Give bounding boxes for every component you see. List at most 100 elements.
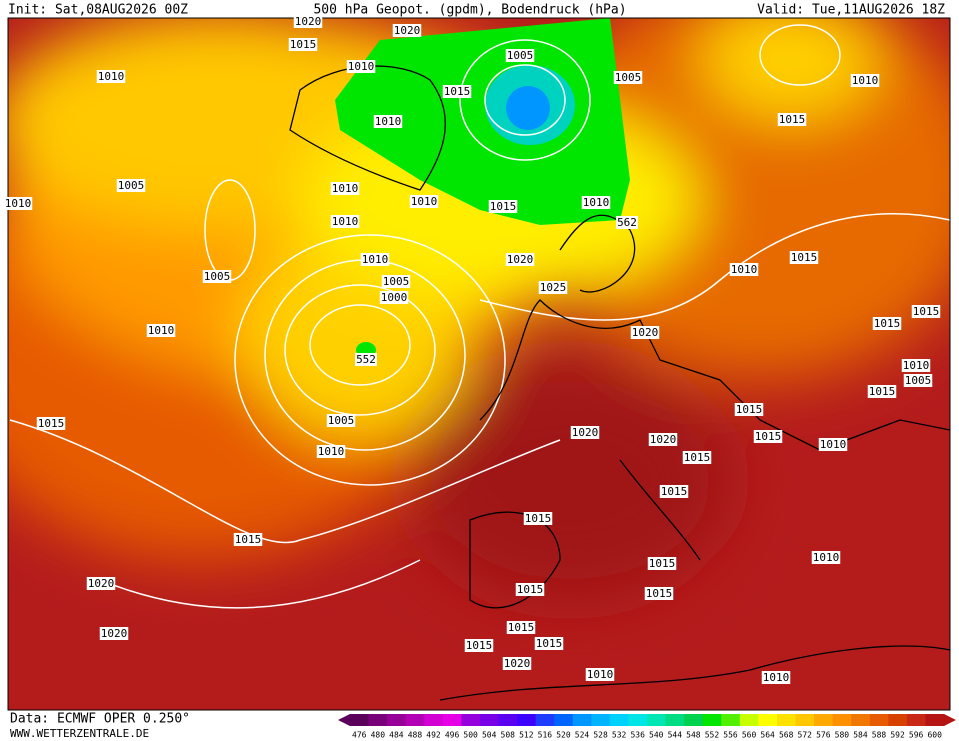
label-box	[811, 551, 841, 564]
colorbar-label: 600	[927, 731, 942, 740]
label-box	[818, 438, 848, 451]
label-box	[911, 305, 941, 318]
label-box	[330, 215, 360, 228]
label-box	[682, 451, 712, 464]
isobar-label: 1020	[650, 433, 677, 446]
label-box	[659, 485, 689, 498]
label-box	[86, 577, 116, 590]
isobar-label: 1010	[5, 197, 32, 210]
isobar-label: 1015	[525, 512, 552, 525]
colorbar-arrow-right	[944, 714, 956, 726]
isobar-label: 1015	[869, 385, 896, 398]
label-box	[538, 281, 568, 294]
isobar-label: 1015	[490, 200, 517, 213]
colorbar-label: 532	[612, 731, 627, 740]
isobar-label: 1005	[507, 49, 534, 62]
isobar-label: 1010	[820, 438, 847, 451]
colorbar-label: 500	[463, 731, 478, 740]
isobar-label: 1005	[204, 270, 231, 283]
isobar-label: 1020	[504, 657, 531, 670]
map-frame	[7, 17, 951, 711]
label-box	[505, 253, 535, 266]
label-box	[570, 426, 600, 439]
colorbar-label: 584	[853, 731, 868, 740]
label-box	[99, 627, 129, 640]
isobar-label: 1020	[295, 15, 322, 28]
colorbar-swatch	[498, 714, 518, 726]
isobar-label: 1010	[362, 253, 389, 266]
colorbar-swatch	[479, 714, 499, 726]
colorbar-label: 540	[649, 731, 664, 740]
isobar-labels: 1020 1020 1015 1010 1005 1005 1010 1010 1015 1010…	[3, 15, 941, 684]
isobar-label: 1015	[508, 621, 535, 634]
isobar-label: 1015	[536, 637, 563, 650]
label-box	[850, 74, 880, 87]
data-source: Data: ECMWF OPER 0.250°	[10, 712, 190, 727]
colorbar-swatch	[832, 714, 852, 726]
colorbar-swatch	[368, 714, 388, 726]
label-box	[534, 637, 564, 650]
isobar-label: 1010	[332, 215, 359, 228]
colorbar-swatch	[591, 714, 611, 726]
colorbar-swatch	[442, 714, 462, 726]
colorbar-swatch	[795, 714, 815, 726]
label-box	[116, 179, 146, 192]
colorbar-swatch	[776, 714, 796, 726]
label-box	[379, 291, 409, 304]
label-box	[616, 216, 638, 229]
colorbar-label: 544	[668, 731, 683, 740]
isobar-label: 1015	[466, 639, 493, 652]
isobar-label: 1010	[583, 196, 610, 209]
label-box	[729, 263, 759, 276]
label-box	[644, 587, 674, 600]
site: WWW.WETTERZENTRALE.DE	[10, 727, 149, 740]
colorbar-label: 588	[872, 731, 887, 740]
label-box	[381, 275, 411, 288]
colorbar-label: 576	[816, 731, 831, 740]
label-box	[506, 621, 536, 634]
isobar-label: 1015	[755, 430, 782, 443]
isobar-label: 1015	[779, 113, 806, 126]
isobar-label: 1015	[661, 485, 688, 498]
label-box	[613, 71, 643, 84]
isobar-label: 1015	[444, 85, 471, 98]
label-box	[442, 85, 472, 98]
isobar-label: 1020	[101, 627, 128, 640]
isobar-label: 1010	[731, 263, 758, 276]
label-box	[3, 197, 33, 210]
label-box	[202, 270, 232, 283]
label-box	[409, 195, 439, 208]
colorbar-label: 484	[389, 731, 404, 740]
label-box	[777, 113, 807, 126]
colorbar-swatch	[628, 714, 648, 726]
isobar-label: 1010	[587, 668, 614, 681]
colorbar-swatch	[387, 714, 407, 726]
label-box	[648, 433, 678, 446]
colorbar-label: 596	[909, 731, 924, 740]
colorbar-swatch	[405, 714, 425, 726]
isobar-label: 1010	[852, 74, 879, 87]
colorbar-label: 592	[890, 731, 905, 740]
label-box	[392, 24, 422, 37]
isobar-label: 1010	[148, 324, 175, 337]
label-box	[647, 557, 677, 570]
label-box	[630, 326, 660, 339]
isobar-label: 1015	[736, 403, 763, 416]
label-box	[36, 417, 66, 430]
colorbar-swatch	[869, 714, 889, 726]
colorbar-label: 556	[723, 731, 738, 740]
colorbar-swatch	[535, 714, 555, 726]
isobar-label: 1015	[38, 417, 65, 430]
init-time: Init: Sat,08AUG2026 00Z	[8, 3, 188, 18]
colorbar-swatch	[461, 714, 481, 726]
label-box	[581, 196, 611, 209]
isobar-label: 1010	[98, 70, 125, 83]
colorbar-swatch	[665, 714, 685, 726]
colorbar-label: 568	[779, 731, 794, 740]
colorbar-swatch	[517, 714, 537, 726]
colorbar-label: 528	[593, 731, 608, 740]
label-box	[505, 49, 535, 62]
label-box	[872, 317, 902, 330]
colorbar-swatch	[702, 714, 722, 726]
